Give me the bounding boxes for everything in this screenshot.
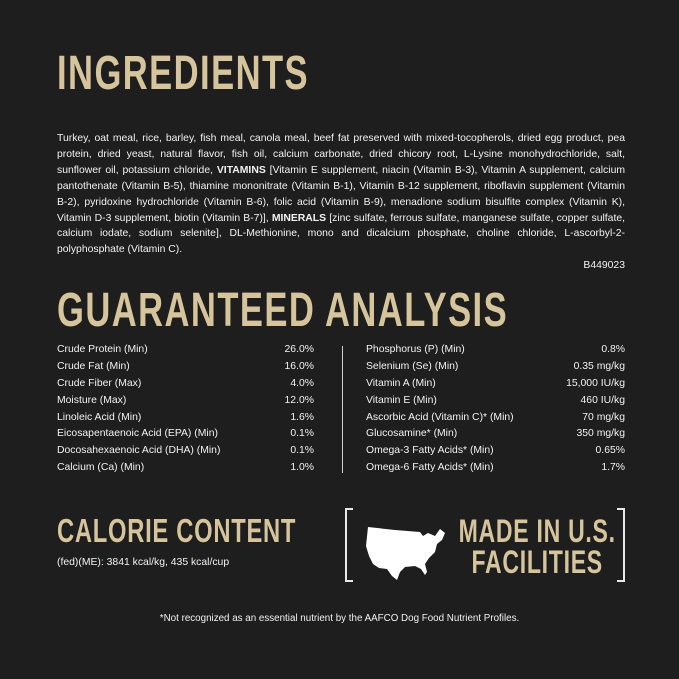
ingredients-text-1: Turkey, oat meal, rice, barley, fish mea… bbox=[57, 133, 625, 176]
right-bracket bbox=[617, 508, 625, 582]
nutrient-value: 0.1% bbox=[290, 428, 314, 440]
analysis-row: Omega-3 Fatty Acids* (Min) 0.65% bbox=[366, 443, 625, 460]
minerals-label: MINERALS bbox=[271, 212, 327, 224]
ingredients-text: Turkey, oat meal, rice, barley, fish mea… bbox=[57, 131, 625, 258]
vitamins-label: VITAMINS bbox=[216, 164, 266, 176]
nutrient-name: Moisture (Max) bbox=[57, 394, 127, 406]
made-in-usa-line-1: MADE IN U.S. bbox=[458, 513, 616, 549]
column-divider bbox=[342, 346, 343, 473]
analysis-row: Selenium (Se) (Min) 0.35 mg/kg bbox=[366, 359, 625, 376]
analysis-row: Vitamin A (Min) 15,000 IU/kg bbox=[366, 376, 625, 393]
calorie-heading: CALORIE CONTENT bbox=[57, 512, 297, 549]
nutrient-name: Vitamin A (Min) bbox=[366, 377, 436, 389]
made-in-usa-line-2: FACILITIES bbox=[471, 544, 603, 580]
nutrient-name: Crude Fiber (Max) bbox=[57, 377, 142, 389]
ingredients-heading: INGREDIENTS bbox=[57, 47, 310, 100]
nutrient-value: 1.6% bbox=[290, 411, 314, 423]
nutrient-name: Phosphorus (P) (Min) bbox=[366, 344, 465, 355]
nutrient-name: Glucosamine* (Min) bbox=[366, 428, 458, 440]
nutrient-name: Calcium (Ca) (Min) bbox=[57, 462, 145, 474]
nutrient-name: Vitamin E (Min) bbox=[366, 394, 437, 406]
nutrient-value: 70 mg/kg bbox=[582, 411, 625, 423]
analysis-row: Calcium (Ca) (Min) 1.0% bbox=[57, 460, 314, 477]
analysis-right-column: Phosphorus (P) (Min) 0.8% Selenium (Se) (M… bbox=[366, 342, 625, 477]
nutrient-value: 26.0% bbox=[284, 344, 314, 355]
nutrient-value: 15,000 IU/kg bbox=[566, 377, 625, 389]
analysis-row: Eicosapentaenoic Acid (EPA) (Min) 0.1% bbox=[57, 426, 314, 443]
made-in-usa-badge: MADE IN U.S. FACILITIES bbox=[345, 508, 625, 582]
analysis-row: Crude Fat (Min) 16.0% bbox=[57, 359, 314, 376]
nutrient-name: Crude Protein (Min) bbox=[57, 344, 148, 355]
analysis-row: Vitamin E (Min) 460 IU/kg bbox=[366, 393, 625, 410]
nutrient-value: 12.0% bbox=[284, 394, 314, 406]
nutrient-value: 4.0% bbox=[290, 377, 314, 389]
nutrient-value: 1.7% bbox=[601, 462, 625, 474]
nutrient-value: 0.8% bbox=[601, 344, 625, 355]
analysis-left-column: Crude Protein (Min) 26.0% Crude Fat (Min) 1… bbox=[57, 342, 314, 477]
product-code: B449023 bbox=[583, 260, 625, 272]
made-in-usa-text: MADE IN U.S. FACILITIES bbox=[458, 513, 616, 580]
ingredients-text-2: [Vitamin E supplement, niacin (Vitamin B… bbox=[57, 164, 625, 224]
analysis-row: Omega-6 Fatty Acids* (Min) 1.7% bbox=[366, 460, 625, 477]
nutrient-name: Selenium (Se) (Min) bbox=[366, 360, 459, 372]
nutrient-name: Eicosapentaenoic Acid (EPA) (Min) bbox=[57, 428, 218, 440]
nutrient-value: 460 IU/kg bbox=[580, 394, 625, 406]
nutrient-name: Crude Fat (Min) bbox=[57, 360, 130, 372]
analysis-row: Phosphorus (P) (Min) 0.8% bbox=[366, 342, 625, 359]
nutrient-value: 0.1% bbox=[290, 445, 314, 457]
analysis-row: Glucosamine* (Min) 350 mg/kg bbox=[366, 426, 625, 443]
nutrient-value: 0.65% bbox=[595, 445, 625, 457]
analysis-row: Ascorbic Acid (Vitamin C)* (Min) 70 mg/kg bbox=[366, 410, 625, 427]
analysis-row: Docosahexaenoic Acid (DHA) (Min) 0.1% bbox=[57, 443, 314, 460]
analysis-heading: GUARANTEED ANALYSIS bbox=[57, 284, 509, 337]
nutrient-value: 350 mg/kg bbox=[576, 428, 625, 440]
analysis-row: Moisture (Max) 12.0% bbox=[57, 393, 314, 410]
nutrient-value: 1.0% bbox=[290, 462, 314, 474]
left-bracket bbox=[345, 508, 353, 582]
analysis-row: Crude Fiber (Max) 4.0% bbox=[57, 376, 314, 393]
calorie-text: (fed)(ME): 3841 kcal/kg, 435 kcal/cup bbox=[57, 557, 230, 568]
nutrient-name: Omega-3 Fatty Acids* (Min) bbox=[366, 445, 494, 457]
usa-map-icon bbox=[366, 527, 445, 580]
ingredients-block: Turkey, oat meal, rice, barley, fish mea… bbox=[57, 131, 625, 274]
footnote: *Not recognized as an essential nutrient… bbox=[159, 613, 520, 624]
nutrient-name: Omega-6 Fatty Acids* (Min) bbox=[366, 462, 494, 474]
analysis-row: Crude Protein (Min) 26.0% bbox=[57, 342, 314, 359]
nutrient-name: Linoleic Acid (Min) bbox=[57, 411, 142, 423]
ingredients-text-3: [zinc sulfate, ferrous sulfate, manganes… bbox=[57, 212, 626, 256]
nutrient-name: Docosahexaenoic Acid (DHA) (Min) bbox=[57, 445, 221, 457]
nutrient-value: 0.35 mg/kg bbox=[573, 360, 625, 372]
nutrient-name: Ascorbic Acid (Vitamin C)* (Min) bbox=[366, 411, 514, 423]
analysis-row: Linoleic Acid (Min) 1.6% bbox=[57, 410, 314, 427]
nutrient-value: 16.0% bbox=[284, 360, 314, 372]
